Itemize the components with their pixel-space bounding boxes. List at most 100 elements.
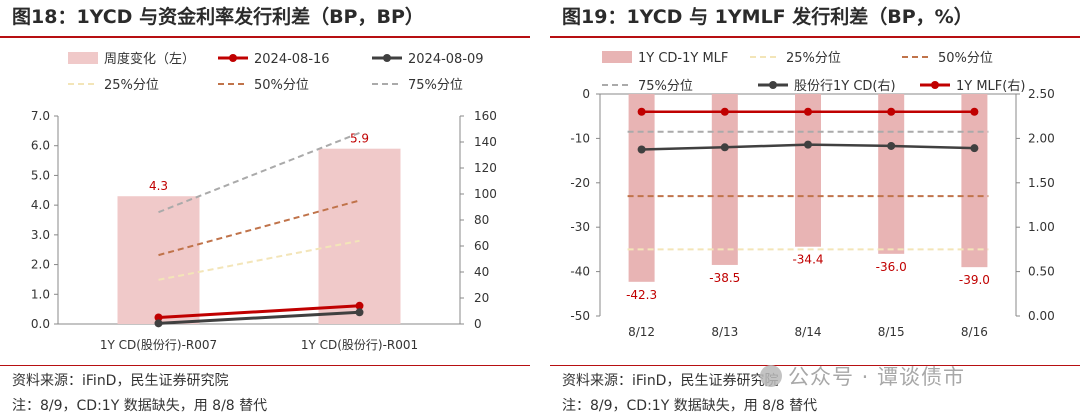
y-tick-label-left: -50: [570, 309, 590, 323]
legend-item-swatch-marker: [229, 54, 237, 62]
watermark-text: 公众号 · 谭谈债市: [788, 365, 966, 389]
wechat-icon: [760, 365, 782, 387]
title-divider: [550, 36, 1080, 38]
footnote: 注：8/9，CD:1Y 数据缺失，用 8/8 替代: [12, 398, 268, 414]
series-point: [355, 301, 364, 310]
series-point: [355, 308, 364, 317]
y-tick-label-left: 3.0: [31, 228, 50, 242]
series-point: [887, 107, 896, 116]
series-line-percentile: [158, 199, 360, 257]
y-tick-label-right: 60: [474, 239, 489, 253]
y-tick-label-right: 20: [474, 291, 489, 305]
legend-label: 2024-08-16: [254, 52, 330, 67]
y-tick-label-left: 2.0: [31, 258, 50, 272]
y-tick-label-left: 6.0: [31, 139, 50, 153]
x-tick-label: 1Y CD(股份行)-R007: [100, 338, 217, 352]
footnote: 注：8/9，CD:1Y 数据缺失，用 8/8 替代: [562, 398, 818, 414]
y-tick-label-left: -10: [570, 131, 590, 145]
y-tick-label-left: 1.0: [31, 287, 50, 301]
x-tick-label: 8/15: [878, 325, 905, 339]
legend-label: 50%分位: [938, 51, 993, 66]
source-note: 资料来源：iFinD，民生证券研究院: [562, 373, 779, 389]
bar-data-label: -39.0: [959, 273, 990, 287]
series-line: [158, 304, 360, 319]
legend-item-swatch-marker: [769, 81, 777, 89]
legend-label: 50%分位: [254, 78, 309, 93]
series-point: [720, 143, 729, 152]
x-tick-label: 8/14: [795, 325, 822, 339]
y-tick-label-left: -30: [570, 220, 590, 234]
y-tick-label-right: 160: [474, 109, 497, 123]
chart-left-svg: 周度变化（左） 2024-08-16 2024-08-09 25%分位 50%分位 75%…: [31, 51, 497, 352]
bar: [117, 196, 200, 324]
bar: [878, 94, 905, 254]
bar: [318, 148, 401, 324]
y-tick-label-right: 140: [474, 135, 497, 149]
y-tick-label-left: 7.0: [31, 109, 50, 123]
legend-label: 1Y MLF(右): [956, 79, 1025, 94]
bar-data-label: -42.3: [626, 288, 657, 302]
y-tick-label-left: 5.0: [31, 168, 50, 182]
legend-label: 周度变化（左）: [104, 51, 195, 67]
y-tick-label-left: -20: [570, 176, 590, 190]
bar: [628, 94, 655, 282]
y-tick-label-right: 40: [474, 265, 489, 279]
title-divider: [0, 36, 530, 38]
y-tick-label-right: 0.50: [1028, 265, 1055, 279]
y-tick-label-right: 1.00: [1028, 220, 1055, 234]
chart-title: 图19：1YCD 与 1YMLF 发行利差（BP，%）: [562, 6, 973, 28]
y-tick-label-right: 0: [474, 317, 482, 331]
y-tick-label-right: 80: [474, 213, 489, 227]
legend-label: 25%分位: [786, 51, 841, 66]
legend-label: 2024-08-09: [408, 52, 484, 67]
series-point: [804, 140, 812, 149]
y-tick-label-left: 0.0: [31, 317, 50, 331]
chart-title: 图18：1YCD 与资金利率发行利差（BP，BP）: [12, 6, 424, 28]
series-point: [637, 145, 646, 154]
watermark: 公众号 · 谭谈债市: [760, 361, 965, 391]
chart-panel-right: 图19：1YCD 与 1YMLF 发行利差（BP，%） 1Y CD-1Y MLF…: [550, 0, 1080, 417]
series-line-percentile: [158, 239, 360, 281]
bar-data-label: -34.4: [792, 253, 823, 267]
legend: 周度变化（左） 2024-08-16 2024-08-09 25%分位 50%分位 75%…: [68, 51, 484, 93]
series-line-percentile: [158, 131, 360, 214]
y-tick-label-left: 4.0: [31, 198, 50, 212]
legend: 1Y CD-1Y MLF 25%分位 50%分位 75%分位 股份行1Y CD(右) 1Y…: [602, 51, 1025, 94]
series-point: [804, 107, 812, 116]
source-note: 资料来源：iFinD，民生证券研究院: [12, 373, 229, 389]
legend-item-swatch: [68, 52, 98, 64]
series-point: [970, 144, 979, 153]
y-tick-label-left: 0: [582, 87, 590, 101]
series-point: [887, 141, 896, 150]
series-point: [637, 107, 646, 116]
chart-panel-left: 图18：1YCD 与资金利率发行利差（BP，BP） 周度变化（左） 2024-08…: [0, 0, 530, 417]
legend-label: 75%分位: [408, 78, 463, 93]
footer-divider: [550, 365, 1080, 366]
series-point: [154, 313, 163, 322]
y-tick-label-right: 120: [474, 161, 497, 175]
series-line: [158, 310, 360, 325]
x-tick-label: 8/13: [711, 325, 738, 339]
bar: [711, 94, 738, 265]
legend-label: 75%分位: [638, 79, 693, 94]
bar: [795, 94, 821, 247]
chart-right-svg: 1Y CD-1Y MLF 25%分位 50%分位 75%分位 股份行1Y CD(右) 1Y…: [570, 51, 1055, 339]
bar-data-label: -38.5: [709, 271, 740, 285]
y-tick-label-right: 2.00: [1028, 131, 1055, 145]
legend-item-swatch-marker: [383, 54, 391, 62]
y-tick-label-left: -40: [570, 265, 590, 279]
legend-label: 1Y CD-1Y MLF: [638, 51, 728, 66]
legend-item-swatch-marker: [931, 81, 939, 89]
legend-label: 股份行1Y CD(右): [794, 79, 896, 94]
legend-item-swatch: [602, 51, 632, 63]
series-point: [720, 107, 729, 116]
footer-divider: [0, 365, 530, 366]
series-point: [970, 107, 979, 116]
bar-data-label: -36.0: [876, 260, 907, 274]
y-tick-label-right: 1.50: [1028, 176, 1055, 190]
legend-label: 25%分位: [104, 78, 159, 93]
x-tick-label: 1Y CD(股份行)-R001: [301, 338, 418, 352]
x-tick-label: 8/12: [628, 325, 655, 339]
y-tick-label-right: 0.00: [1028, 309, 1055, 323]
bar-data-label: 4.3: [149, 179, 168, 193]
